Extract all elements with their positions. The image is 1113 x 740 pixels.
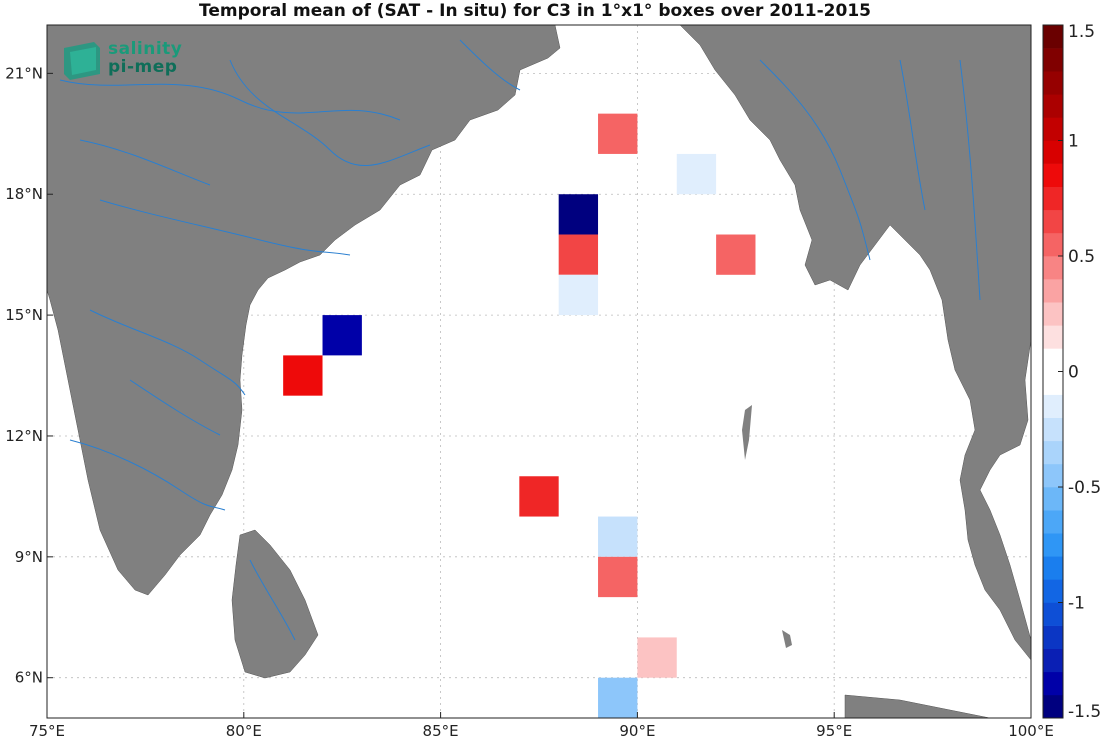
colorbar-segment: [1043, 533, 1063, 557]
colorbar-tick-label: 0.5: [1068, 247, 1095, 267]
colorbar-tick-label: -1.5: [1068, 702, 1101, 722]
lat-tick-label: 15°N: [5, 306, 43, 324]
colorbar-segment: [1043, 348, 1063, 372]
land-nicobar: [782, 630, 792, 648]
colorbar-segment: [1043, 256, 1063, 280]
logo-text-salinity: salinity: [108, 39, 183, 59]
colorbar-segment: [1043, 648, 1063, 673]
data-box: [716, 234, 756, 275]
lat-tick-label: 12°N: [5, 427, 43, 445]
plot-frame: [46, 24, 1032, 719]
colorbar-segment: [1043, 671, 1063, 696]
colorbar-segment: [1043, 371, 1063, 395]
lon-tick-label: 85°E: [423, 722, 459, 740]
colorbar-segment: [1043, 163, 1063, 187]
colorbar-segment: [1043, 302, 1063, 326]
data-box: [558, 194, 599, 235]
colorbar-segment: [1043, 140, 1063, 164]
colorbar-segment: [1043, 117, 1063, 141]
colorbar-segment: [1043, 487, 1063, 511]
land-andaman: [742, 405, 752, 460]
lat-tick-label: 9°N: [15, 548, 43, 566]
data-box: [558, 234, 599, 275]
colorbar-segment: [1043, 463, 1063, 488]
colorbar-segment: [1043, 602, 1063, 626]
colorbar: 1.5 1 0.5 0 -0.5 -1 -1.5: [1042, 22, 1101, 722]
data-box: [322, 315, 362, 356]
colorbar-segment: [1043, 186, 1063, 211]
colorbar-segment: [1043, 556, 1063, 580]
colorbar-tick-label: 1: [1068, 132, 1079, 152]
colorbar-tick-label: 1.5: [1068, 22, 1095, 42]
colorbar-tick-label: -1: [1068, 594, 1085, 614]
colorbar-segment: [1043, 694, 1063, 719]
colorbar-segment: [1043, 232, 1063, 257]
data-box: [598, 516, 638, 557]
data-box: [519, 476, 559, 517]
latitude-axis: 6°N 9°N 12°N 15°N 18°N 21°N: [5, 64, 53, 687]
lon-tick-label: 100°E: [1008, 722, 1054, 740]
data-box: [676, 153, 717, 195]
data-box: [598, 556, 638, 598]
data-box: [598, 677, 638, 718]
land-sumatra: [844, 694, 991, 718]
lon-tick-label: 95°E: [816, 722, 852, 740]
colorbar-segment: [1043, 440, 1063, 465]
longitude-axis: 75°E 80°E 85°E 90°E 95°E 100°E: [29, 712, 1054, 740]
colorbar-segment: [1043, 71, 1063, 95]
rivers: [59, 39, 981, 641]
figure-title: Temporal mean of (SAT - In situ) for C3 …: [199, 1, 871, 21]
salinity-difference-boxes: [283, 113, 756, 718]
data-box: [598, 113, 638, 154]
colorbar-segment: [1043, 48, 1063, 72]
colorbar-segment: [1043, 325, 1063, 349]
lon-tick-label: 90°E: [619, 722, 655, 740]
colorbar-segment: [1043, 510, 1063, 534]
colorbar-segment: [1043, 209, 1063, 234]
data-box: [558, 274, 599, 316]
colorbar-segment: [1043, 394, 1063, 418]
land-east: [679, 25, 1031, 661]
lat-tick-label: 21°N: [5, 64, 43, 82]
colorbar-tick-label: -0.5: [1068, 478, 1101, 498]
lat-tick-label: 18°N: [5, 185, 43, 203]
logo-icon: [64, 42, 100, 80]
land-india: [47, 25, 561, 596]
logo-text-pi-mep: pi-mep: [108, 57, 178, 77]
colorbar-tick-label: 0: [1068, 363, 1079, 383]
colorbar-segment: [1043, 25, 1063, 49]
lon-tick-label: 75°E: [29, 722, 65, 740]
colorbar-segment: [1043, 579, 1063, 603]
colorbar-segment: [1043, 625, 1063, 649]
lat-tick-label: 6°N: [15, 669, 43, 687]
salinity-pi-mep-logo: salinity pi-mep: [60, 40, 200, 85]
colorbar-segment: [1043, 94, 1063, 118]
lon-tick-label: 80°E: [226, 722, 262, 740]
data-box: [637, 637, 677, 678]
data-box: [283, 355, 323, 396]
colorbar-segment: [1043, 279, 1063, 303]
colorbar-segment: [1043, 417, 1063, 442]
